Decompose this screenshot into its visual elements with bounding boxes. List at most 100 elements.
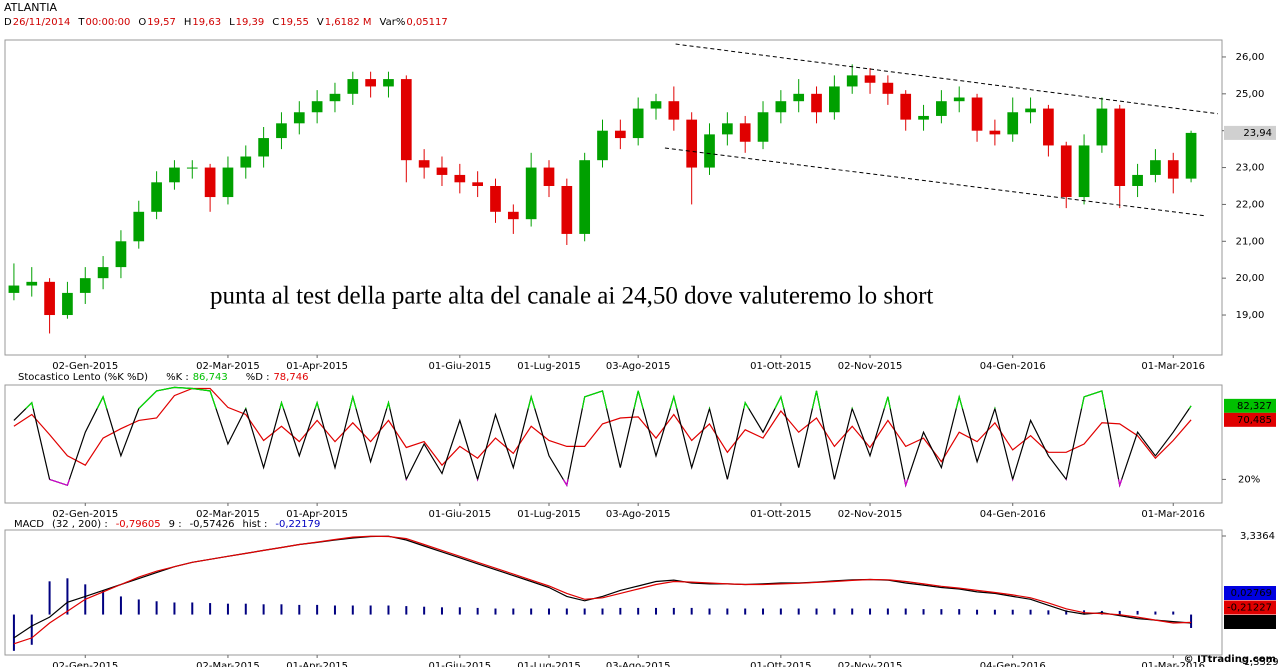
macd-value: 0,02769 xyxy=(1231,588,1272,599)
hist-bar xyxy=(351,605,354,615)
hist-bar xyxy=(244,603,247,615)
info-value: 0,05117 xyxy=(406,17,447,28)
y-tick-label: 19,00 xyxy=(1236,310,1265,321)
candle-body xyxy=(597,130,608,161)
info-value: 19,63 xyxy=(192,17,221,28)
x-tick-label: 01-Ott-2015 xyxy=(750,661,811,667)
hist-bar xyxy=(48,581,51,615)
hist-bar xyxy=(922,609,925,615)
candle-body xyxy=(561,185,573,234)
candle-body xyxy=(686,119,698,168)
candle-body xyxy=(579,160,591,234)
hist-bar xyxy=(1047,610,1050,615)
hist-bar xyxy=(886,608,889,615)
trendline xyxy=(675,43,1218,115)
legend-item: -0,79605 xyxy=(116,519,161,530)
info-label: T xyxy=(77,17,85,28)
x-tick-label: 01-Mar-2016 xyxy=(1141,661,1205,667)
candle-body xyxy=(650,101,662,109)
stoch-last: 70,485 xyxy=(1237,415,1272,426)
candle-body xyxy=(900,93,912,120)
last-price: 23,94 xyxy=(1243,128,1272,139)
hist-bar xyxy=(12,614,15,651)
candle-body xyxy=(864,75,876,83)
x-tick-label: 01-Lug-2015 xyxy=(517,509,580,520)
hist-bar xyxy=(619,607,622,615)
hist-bar xyxy=(601,608,604,615)
candle-body xyxy=(757,112,769,142)
legend-item: hist : xyxy=(243,519,268,530)
hist-bar xyxy=(797,608,800,615)
info-value: 1,6182 M xyxy=(325,17,372,28)
stoch-last: 82,327 xyxy=(1237,401,1272,412)
candle-body xyxy=(704,134,715,168)
stoch-overbought xyxy=(24,386,1192,409)
x-tick-label: 02-Mar-2015 xyxy=(196,661,260,667)
candle-body xyxy=(918,115,929,120)
legend-item: (32 , 200) : xyxy=(52,519,108,530)
candle-body xyxy=(1150,160,1161,175)
legend-value: 86,743 xyxy=(193,372,228,383)
candle-body xyxy=(1096,108,1108,146)
hist-bar xyxy=(904,608,907,615)
candle-body xyxy=(115,241,127,268)
hist-bar xyxy=(851,608,854,615)
hist-bar xyxy=(119,596,122,615)
panel-title-text: Stocastico Lento (%K %D) xyxy=(18,372,148,383)
candle-body xyxy=(454,174,466,183)
hist-bar xyxy=(815,608,818,615)
y-tick-label: 3,3364 xyxy=(1240,531,1275,542)
hist-bar xyxy=(726,608,729,615)
candle-body xyxy=(347,79,359,94)
info-value: 19,39 xyxy=(236,17,265,28)
hist-bar xyxy=(637,607,640,615)
y-tick-label: 20,00 xyxy=(1236,273,1265,284)
candle-body xyxy=(276,123,287,139)
hist-bar xyxy=(191,602,194,615)
info-value: 26/11/2014 xyxy=(13,17,71,28)
hist-bar xyxy=(869,608,872,615)
x-tick-label: 01-Apr-2015 xyxy=(286,509,348,520)
y-tick-label: -1,3529 xyxy=(1240,657,1278,667)
hist-bar xyxy=(1190,614,1193,628)
candle-body xyxy=(1043,108,1054,146)
candle-body xyxy=(472,182,483,186)
x-tick-label: 02-Gen-2015 xyxy=(52,361,118,372)
candle-body xyxy=(507,211,519,220)
candle-body xyxy=(186,167,198,169)
macd-value: -0,21227 xyxy=(1227,603,1272,614)
x-tick-label: 03-Ago-2015 xyxy=(606,361,671,372)
info-label: H xyxy=(184,17,192,28)
candle-body xyxy=(329,93,341,102)
candle-body xyxy=(62,292,73,316)
candle-body xyxy=(418,160,430,168)
stoch-last-box xyxy=(1224,412,1276,427)
candle-body xyxy=(293,112,305,124)
hist-bar xyxy=(512,608,515,615)
hist-bar xyxy=(958,609,961,615)
macd-line xyxy=(13,535,1192,645)
hist-bar xyxy=(494,608,497,615)
hist-bar xyxy=(1154,611,1157,615)
candle-body xyxy=(204,167,216,198)
hist-bar xyxy=(226,603,229,615)
x-tick-label: 01-Apr-2015 xyxy=(286,361,348,372)
hist-bar xyxy=(762,608,765,615)
candle-body xyxy=(490,185,501,212)
x-tick-label: 01-Ott-2015 xyxy=(750,509,811,520)
hist-bar xyxy=(993,609,996,615)
y-tick-label: 23,00 xyxy=(1236,163,1265,174)
candle-body xyxy=(739,123,751,142)
hist-bar xyxy=(137,599,140,615)
macd-value-box xyxy=(1224,586,1276,600)
hist-bar xyxy=(547,608,550,615)
candle-body xyxy=(543,167,555,186)
hist-bar xyxy=(1136,610,1139,615)
candle-body xyxy=(1007,112,1019,135)
hist-bar xyxy=(476,607,479,615)
x-tick-label: 01-Giu-2015 xyxy=(429,361,492,372)
hist-bar xyxy=(1011,609,1014,615)
hist-bar xyxy=(66,578,69,615)
candle-body xyxy=(8,285,20,293)
last-price-box xyxy=(1224,125,1276,140)
